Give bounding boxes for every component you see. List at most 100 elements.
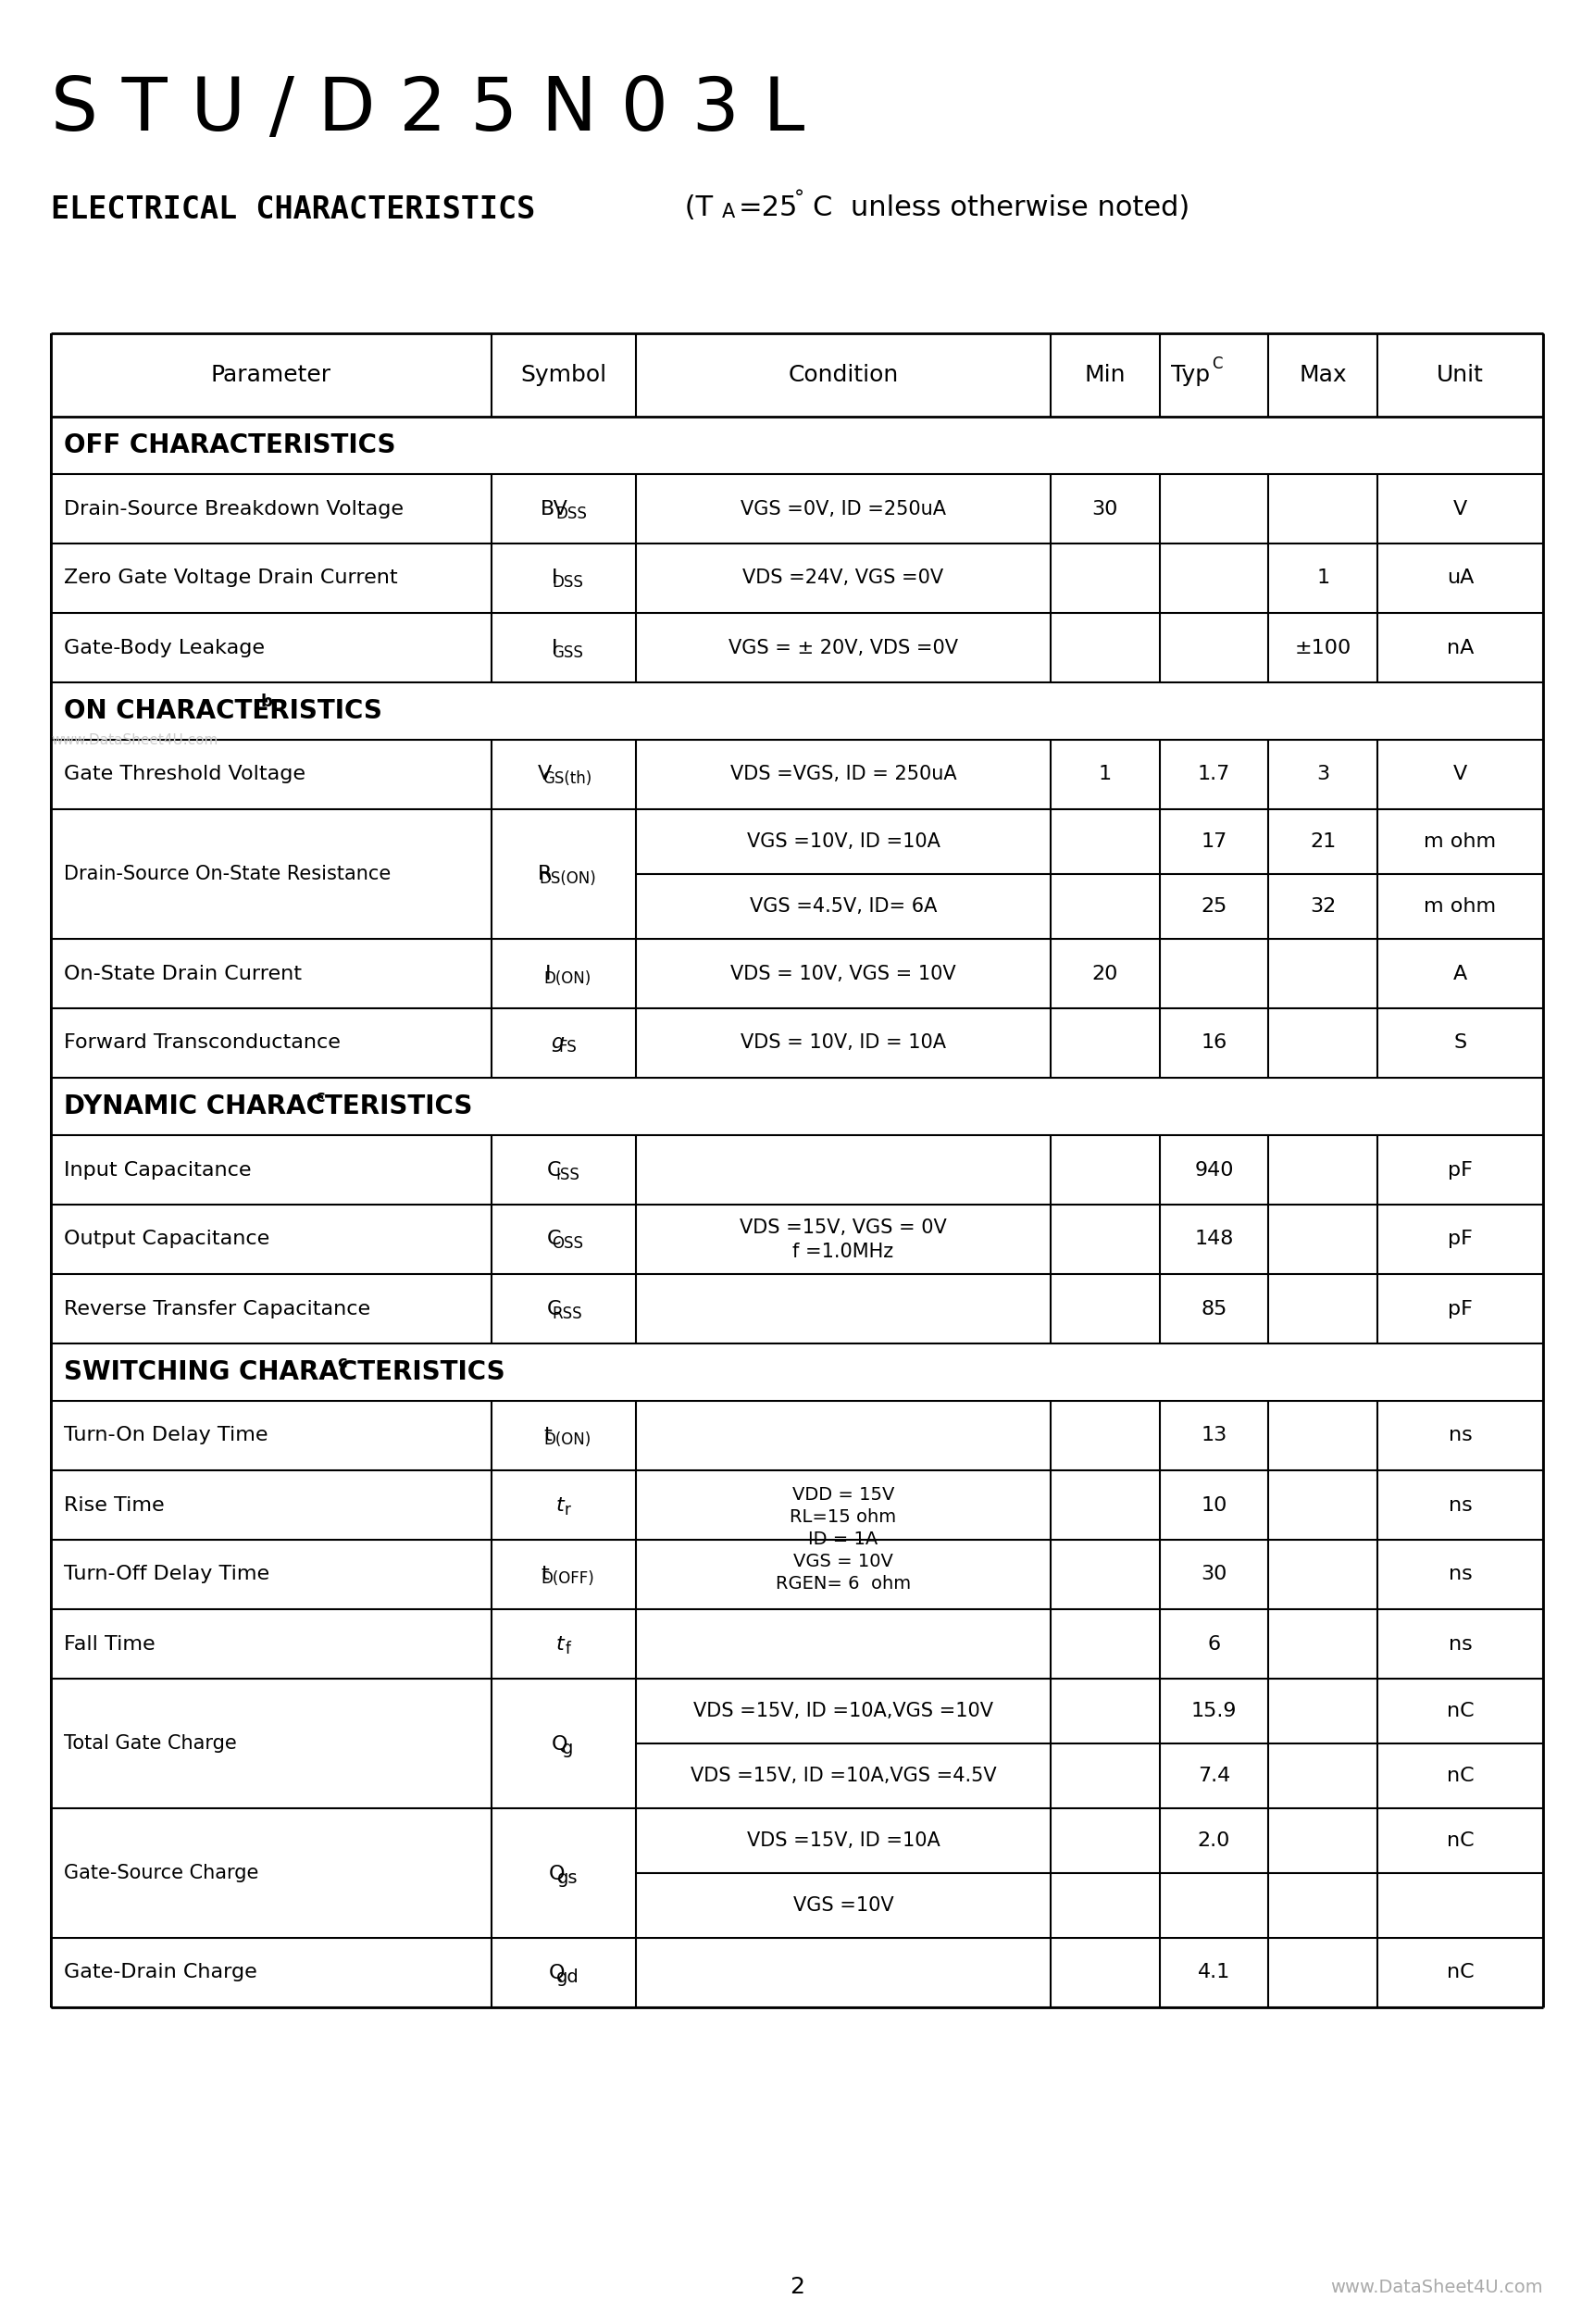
- Text: DS(ON): DS(ON): [539, 872, 596, 888]
- Text: 13: 13: [1200, 1427, 1227, 1446]
- Text: Q: Q: [548, 1964, 564, 1982]
- Text: nA: nA: [1447, 639, 1474, 658]
- Text: A: A: [1454, 964, 1468, 983]
- Text: S T U / D 2 5 N 0 3 L: S T U / D 2 5 N 0 3 L: [51, 74, 805, 146]
- Text: nC: nC: [1447, 1964, 1474, 1982]
- Text: VGS = ± 20V, VDS =0V: VGS = ± 20V, VDS =0V: [728, 639, 958, 658]
- Text: RGEN= 6  ohm: RGEN= 6 ohm: [776, 1576, 910, 1592]
- Text: SWITCHING CHARACTERISTICS: SWITCHING CHARACTERISTICS: [64, 1360, 505, 1385]
- Text: 17: 17: [1200, 832, 1227, 851]
- Text: b: b: [260, 693, 273, 711]
- Text: t: t: [544, 1427, 552, 1446]
- Text: Zero Gate Voltage Drain Current: Zero Gate Voltage Drain Current: [64, 569, 397, 588]
- Text: Rise Time: Rise Time: [64, 1497, 164, 1515]
- Text: A: A: [722, 202, 735, 221]
- Text: 32: 32: [1310, 897, 1336, 916]
- Text: Forward Transconductance: Forward Transconductance: [64, 1034, 341, 1053]
- Text: 7.4: 7.4: [1197, 1766, 1231, 1785]
- Text: 25: 25: [1200, 897, 1227, 916]
- Text: 21: 21: [1310, 832, 1336, 851]
- Text: Turn-On Delay Time: Turn-On Delay Time: [64, 1427, 268, 1446]
- Text: pF: pF: [1447, 1160, 1473, 1178]
- Text: g: g: [561, 1738, 574, 1757]
- Text: FS: FS: [558, 1039, 577, 1055]
- Text: C  unless otherwise noted): C unless otherwise noted): [813, 195, 1189, 221]
- Text: gs: gs: [558, 1868, 579, 1887]
- Text: 148: 148: [1194, 1229, 1234, 1248]
- Text: ID = 1A: ID = 1A: [808, 1532, 878, 1548]
- Text: www.DataSheet4U.com: www.DataSheet4U.com: [1331, 2278, 1543, 2296]
- Text: 1: 1: [1098, 765, 1111, 783]
- Text: ELECTRICAL CHARACTERISTICS: ELECTRICAL CHARACTERISTICS: [51, 195, 536, 225]
- Text: Parameter: Parameter: [210, 365, 332, 386]
- Text: RL=15 ohm: RL=15 ohm: [791, 1508, 896, 1527]
- Text: VDS =15V, VGS = 0V: VDS =15V, VGS = 0V: [740, 1218, 947, 1236]
- Text: OFF CHARACTERISTICS: OFF CHARACTERISTICS: [64, 432, 395, 458]
- Text: m ohm: m ohm: [1423, 832, 1497, 851]
- Text: VDS =24V, VGS =0V: VDS =24V, VGS =0V: [743, 569, 944, 588]
- Text: nC: nC: [1447, 1831, 1474, 1850]
- Text: BV: BV: [540, 500, 567, 518]
- Text: (T: (T: [676, 195, 713, 221]
- Text: V: V: [539, 765, 552, 783]
- Text: 1: 1: [1317, 569, 1329, 588]
- Text: °: °: [794, 188, 805, 207]
- Text: VDS = 10V, VGS = 10V: VDS = 10V, VGS = 10V: [730, 964, 956, 983]
- Text: Gate-Drain Charge: Gate-Drain Charge: [64, 1964, 257, 1982]
- Text: ns: ns: [1449, 1634, 1473, 1652]
- Text: f: f: [564, 1641, 571, 1657]
- Text: D(ON): D(ON): [544, 1432, 591, 1448]
- Text: C: C: [1211, 356, 1223, 372]
- Text: DSS: DSS: [556, 504, 587, 523]
- Text: =25: =25: [738, 195, 799, 221]
- Text: DSS: DSS: [552, 574, 583, 590]
- Text: S: S: [1454, 1034, 1466, 1053]
- Text: Min: Min: [1084, 365, 1125, 386]
- Text: Input Capacitance: Input Capacitance: [64, 1160, 252, 1178]
- Text: VDS =15V, ID =10A,VGS =4.5V: VDS =15V, ID =10A,VGS =4.5V: [690, 1766, 996, 1785]
- Text: VGS = 10V: VGS = 10V: [794, 1552, 893, 1571]
- Text: I: I: [552, 569, 558, 588]
- Text: 4.1: 4.1: [1197, 1964, 1231, 1982]
- Text: ns: ns: [1449, 1497, 1473, 1515]
- Text: VGS =10V: VGS =10V: [792, 1896, 894, 1915]
- Text: Q: Q: [552, 1734, 567, 1752]
- Text: 1.7: 1.7: [1197, 765, 1231, 783]
- Text: I: I: [552, 639, 558, 658]
- Text: C: C: [547, 1160, 561, 1178]
- Text: 2.0: 2.0: [1197, 1831, 1231, 1850]
- Text: Gate-Source Charge: Gate-Source Charge: [64, 1864, 258, 1882]
- Text: 3: 3: [1317, 765, 1329, 783]
- Text: ±100: ±100: [1294, 639, 1352, 658]
- Text: Q: Q: [548, 1864, 564, 1882]
- Text: C: C: [547, 1229, 561, 1248]
- Text: 940: 940: [1194, 1160, 1234, 1178]
- Text: gd: gd: [556, 1968, 579, 1987]
- Text: C: C: [547, 1299, 561, 1318]
- Text: Typ: Typ: [1172, 365, 1210, 386]
- Text: 30: 30: [1092, 500, 1119, 518]
- Text: g: g: [552, 1034, 564, 1053]
- Text: GS(th): GS(th): [544, 772, 593, 788]
- Text: ON CHARACTERISTICS: ON CHARACTERISTICS: [64, 697, 383, 725]
- Text: r: r: [564, 1501, 571, 1518]
- Text: VDS =VGS, ID = 250uA: VDS =VGS, ID = 250uA: [730, 765, 956, 783]
- Text: www.DataSheet4U.com: www.DataSheet4U.com: [51, 734, 218, 748]
- Text: 16: 16: [1200, 1034, 1227, 1053]
- Text: R: R: [539, 865, 552, 883]
- Text: ISS: ISS: [556, 1167, 580, 1183]
- Text: V: V: [1454, 500, 1468, 518]
- Text: VDD = 15V: VDD = 15V: [792, 1487, 894, 1504]
- Text: uA: uA: [1447, 569, 1474, 588]
- Text: Unit: Unit: [1436, 365, 1484, 386]
- Text: pF: pF: [1447, 1229, 1473, 1248]
- Text: t: t: [540, 1566, 550, 1583]
- Text: f =1.0MHz: f =1.0MHz: [792, 1241, 894, 1260]
- Text: D(ON): D(ON): [544, 969, 591, 988]
- Text: Max: Max: [1299, 365, 1347, 386]
- Text: GSS: GSS: [552, 644, 583, 660]
- Text: VGS =10V, ID =10A: VGS =10V, ID =10A: [746, 832, 940, 851]
- Text: VGS =0V, ID =250uA: VGS =0V, ID =250uA: [741, 500, 945, 518]
- Text: Reverse Transfer Capacitance: Reverse Transfer Capacitance: [64, 1299, 370, 1318]
- Text: Output Capacitance: Output Capacitance: [64, 1229, 269, 1248]
